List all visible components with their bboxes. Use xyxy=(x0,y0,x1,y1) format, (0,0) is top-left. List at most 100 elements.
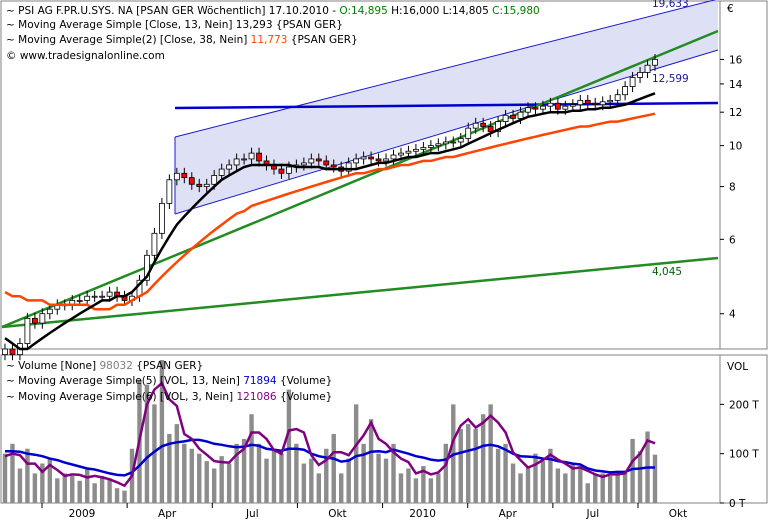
volume-legend: ~ Volume [None] 98032 {PSAN GER} ~ Movin… xyxy=(6,360,332,403)
volume-bar xyxy=(316,473,321,503)
volume-bar xyxy=(107,478,112,503)
candle-body xyxy=(84,295,91,301)
volume-bar xyxy=(593,473,598,503)
currency-symbol: € xyxy=(727,3,734,15)
price-legend: ~ PSI AG F.PR.U.SYS. NA [PSAN GER Wöchen… xyxy=(6,5,540,62)
volume-bar xyxy=(570,463,576,503)
trendline-steep xyxy=(1,29,719,329)
x-tick-label: Jul xyxy=(586,508,600,520)
candle-body xyxy=(398,152,404,156)
volume-bars xyxy=(2,360,658,503)
volume-bar xyxy=(555,468,561,503)
ma38-line xyxy=(4,112,656,311)
x-tick-label: 2009 xyxy=(69,508,96,520)
candle-body xyxy=(480,122,487,127)
volume-bar xyxy=(241,438,247,503)
ma13-line xyxy=(4,92,656,351)
price-tick-label: 4 xyxy=(729,309,736,321)
volume-bar xyxy=(249,414,254,503)
candle-body xyxy=(300,162,307,166)
legend-volume-ma13: ~ Moving Average Simple(5) [VOL, 13, Nei… xyxy=(6,375,332,387)
candle-body xyxy=(233,158,240,166)
volume-bar xyxy=(264,458,269,503)
volume-ma3-line xyxy=(4,381,656,488)
legend-volume: ~ Volume [None] 98032 {PSAN GER} xyxy=(6,360,203,372)
candle-body xyxy=(241,158,247,161)
x-tick-label: 2010 xyxy=(409,508,436,520)
volume-bar xyxy=(159,360,165,503)
price-tick-label: 14 xyxy=(729,79,743,91)
volume-bar xyxy=(600,473,605,503)
candle-body xyxy=(218,168,225,176)
volume-bar xyxy=(331,433,336,503)
volume-bar xyxy=(339,473,344,503)
candle-body xyxy=(420,147,427,150)
candle-body xyxy=(487,126,494,132)
volume-bar xyxy=(540,461,546,503)
candle-body xyxy=(450,141,457,144)
candle-body xyxy=(31,317,38,324)
candle-body xyxy=(9,348,16,356)
candle-body xyxy=(151,232,158,256)
candle-body xyxy=(76,300,83,302)
volume-bar xyxy=(361,443,366,503)
price-tick-label: 8 xyxy=(729,182,736,194)
volume-bar xyxy=(122,490,127,503)
volume-bar xyxy=(548,448,553,503)
volume-bar xyxy=(443,443,449,503)
candle-body xyxy=(637,72,643,78)
candle-body xyxy=(39,313,46,324)
volume-bar xyxy=(428,478,434,503)
candle-body xyxy=(360,156,367,160)
volume-bar xyxy=(286,389,292,503)
candle-body xyxy=(435,143,442,147)
volume-bar xyxy=(466,424,471,503)
volume-bar xyxy=(2,453,8,503)
candle-body xyxy=(562,105,569,110)
candle-body xyxy=(525,107,531,113)
x-axis: 2009 Apr Jul Okt 2010 Apr Jul Okt xyxy=(41,503,687,520)
candle-body xyxy=(256,152,262,162)
channel-upper-line xyxy=(174,0,717,138)
volume-bar xyxy=(503,443,508,503)
volume-bar xyxy=(70,475,75,503)
candle-body xyxy=(2,348,8,355)
volume-bar xyxy=(488,404,493,503)
candle-body xyxy=(315,158,322,162)
legend-title-line: ~ PSI AG F.PR.U.SYS. NA [PSAN GER Wöchen… xyxy=(6,5,540,17)
volume-bar xyxy=(406,468,411,503)
candle-body xyxy=(427,145,434,148)
volume-bar xyxy=(480,414,486,503)
volume-tick-label: 200 T xyxy=(729,399,759,411)
volume-bar xyxy=(458,429,463,503)
volume-bar xyxy=(144,384,150,503)
volume-bar xyxy=(324,448,329,503)
candle-body xyxy=(502,114,509,122)
volume-bar xyxy=(622,470,628,503)
volume-bar xyxy=(309,458,314,503)
volume-bar xyxy=(533,453,538,503)
volume-bar xyxy=(219,456,224,503)
volume-bar xyxy=(234,443,239,503)
volume-bar xyxy=(353,404,359,503)
price-tick-label: 16 xyxy=(729,54,743,66)
candle-body xyxy=(166,179,173,204)
volume-bar xyxy=(211,468,217,503)
x-tick-label: Okt xyxy=(669,508,687,520)
legend-volume-ma3: ~ Moving Average Simple(6) [VOL, 3, Nein… xyxy=(6,391,332,403)
candle-body xyxy=(91,295,98,298)
volume-bar xyxy=(182,443,187,503)
x-tick-label: Jul xyxy=(245,508,259,520)
volume-bar xyxy=(578,466,583,503)
x-tick-label: Apr xyxy=(158,508,177,520)
volume-tick-label: 0 T xyxy=(729,498,746,510)
candle-body xyxy=(173,172,180,181)
volume-bar xyxy=(383,458,389,503)
volume-tick-label: 100 T xyxy=(729,449,759,461)
volume-bar xyxy=(563,473,568,503)
candle-body xyxy=(554,102,561,110)
volume-bar xyxy=(301,463,307,503)
volume-bar xyxy=(607,475,613,503)
volume-bar xyxy=(495,448,501,503)
candle-body xyxy=(547,102,554,107)
